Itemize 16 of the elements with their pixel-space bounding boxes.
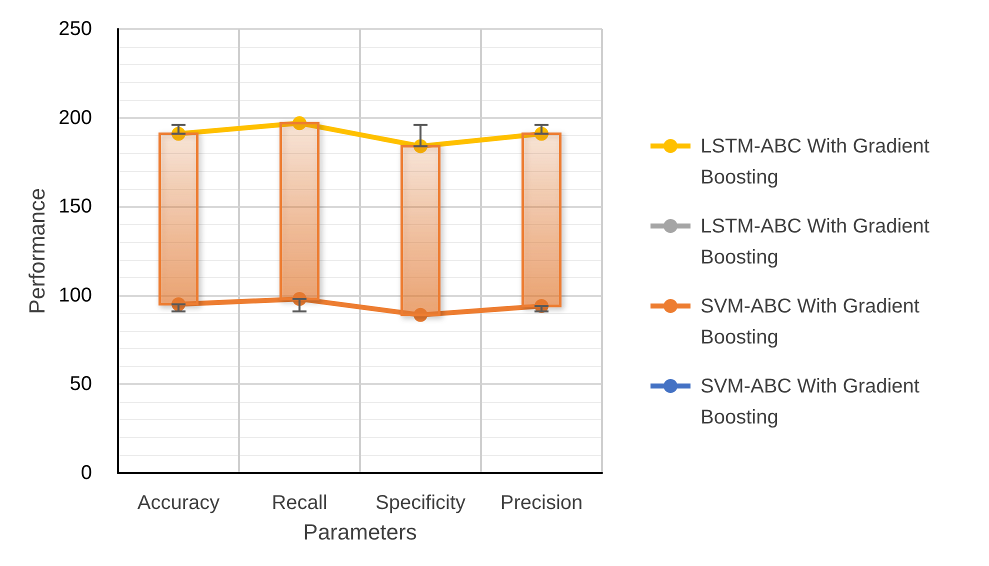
x-axis-title: Parameters — [303, 520, 417, 544]
y-tick-label: 100 — [58, 284, 92, 306]
x-tick-label: Recall — [272, 492, 328, 514]
x-tick-label: Specificity — [375, 492, 466, 514]
x-tick-label: Accuracy — [137, 492, 220, 514]
y-tick-label: 250 — [58, 18, 92, 40]
y-tick-label: 200 — [58, 106, 92, 129]
legend-label: SVM-ABC With Gradient Boosting — [700, 376, 926, 428]
x-tick-label: Precision — [500, 492, 583, 514]
legend-label: SVM-ABC With Gradient Boosting — [700, 296, 926, 348]
y-tick-label: 150 — [58, 196, 92, 218]
legend-label: LSTM-ABC With Gradient Boosting — [700, 216, 936, 268]
y-axis-title: Performance — [24, 188, 50, 314]
y-tick-label: 0 — [80, 462, 92, 484]
legend-label: LSTM-ABC With Gradient Boosting — [700, 136, 936, 188]
y-tick-label: 50 — [70, 373, 92, 396]
